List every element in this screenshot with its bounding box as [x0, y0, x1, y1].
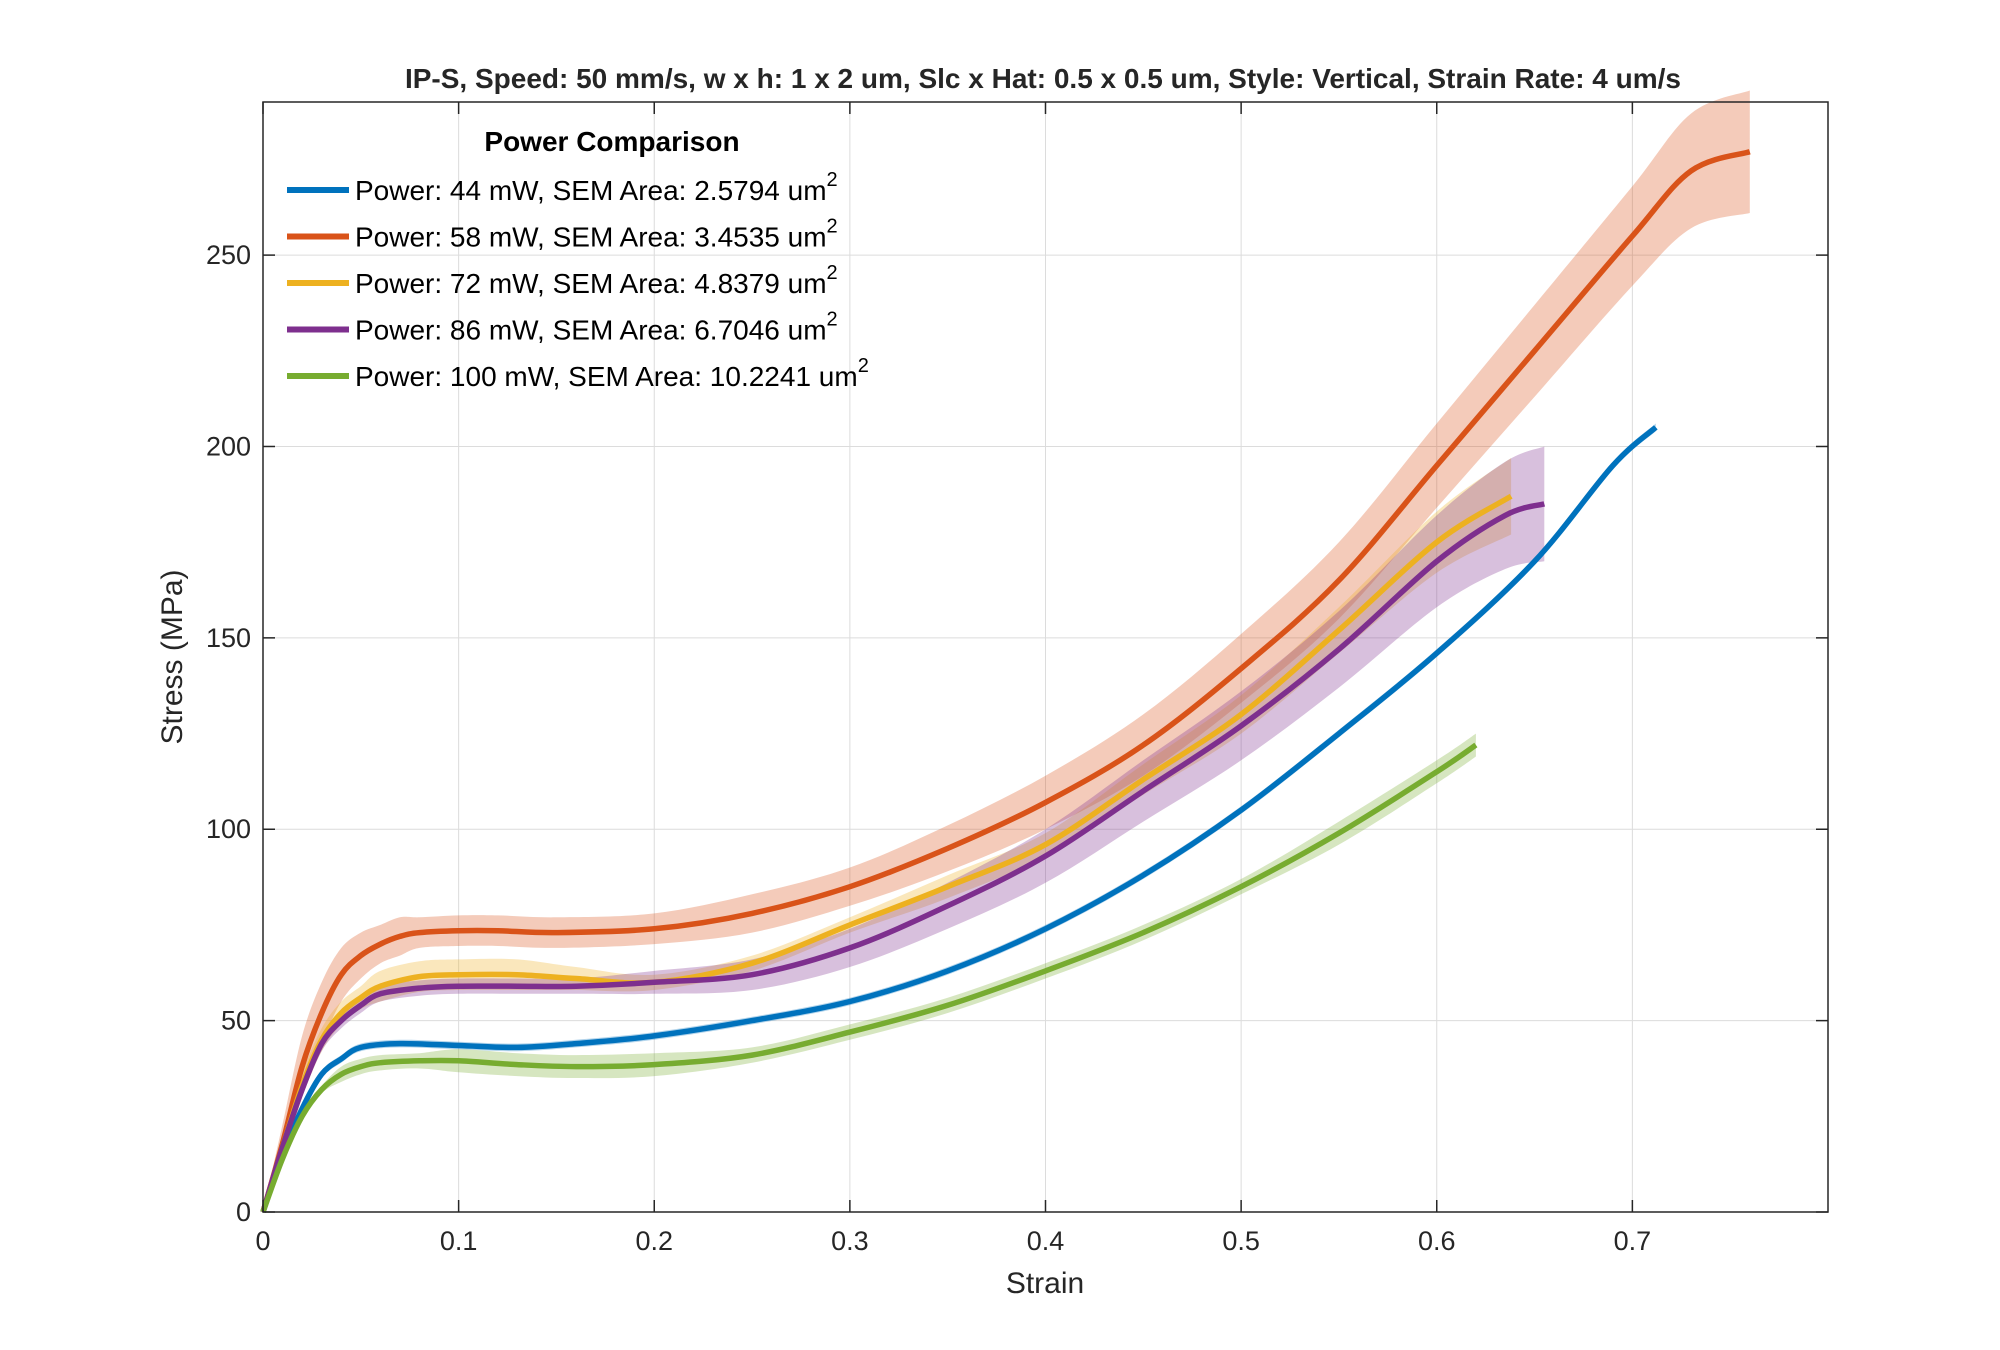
- x-tick-label: 0.1: [440, 1226, 478, 1256]
- legend: Power Comparison Power: 44 mW, SEM Area:…: [287, 126, 869, 392]
- y-tick-label: 200: [206, 431, 251, 461]
- x-tick-label: 0.7: [1614, 1226, 1652, 1256]
- y-tick-label: 50: [221, 1006, 251, 1036]
- series-line-1: [260, 425, 1658, 1213]
- x-tick-label: 0.6: [1418, 1226, 1456, 1256]
- legend-entry-5: Power: 100 mW, SEM Area: 10.2241 um2: [355, 355, 869, 392]
- y-axis-label: Stress (MPa): [156, 569, 189, 744]
- x-tick-label: 0.2: [635, 1226, 673, 1256]
- series-lines: [260, 149, 1751, 1213]
- series-line-2: [260, 149, 1751, 1213]
- series-line-4: [260, 501, 1546, 1213]
- y-tick-label: 0: [236, 1197, 251, 1227]
- y-tick-label: 250: [206, 240, 251, 270]
- grid-lines: [263, 102, 1828, 1212]
- x-tick-label: 0.4: [1027, 1226, 1065, 1256]
- y-tick-label: 100: [206, 814, 251, 844]
- confidence-bands: [263, 90, 1750, 1212]
- x-tick-label: 0: [255, 1226, 270, 1256]
- x-tick-label: 0.5: [1222, 1226, 1260, 1256]
- series-line-5: [260, 742, 1478, 1213]
- legend-entry-2: Power: 58 mW, SEM Area: 3.4535 um2: [355, 216, 838, 253]
- legend-entry-1: Power: 44 mW, SEM Area: 2.5794 um2: [355, 169, 838, 206]
- axis-ticks: 0 0.1 0.2 0.3 0.4 0.5 0.6 0.7 0 50 100 150 200 250: [206, 102, 1828, 1256]
- y-tick-label: 150: [206, 623, 251, 653]
- x-axis-label: Strain: [1006, 1267, 1084, 1300]
- legend-entry-3: Power: 72 mW, SEM Area: 4.8379 um2: [355, 262, 838, 299]
- x-tick-label: 0.3: [831, 1226, 869, 1256]
- legend-title: Power Comparison: [484, 126, 739, 157]
- legend-entry-4: Power: 86 mW, SEM Area: 6.7046 um2: [355, 309, 838, 346]
- chart-title: IP-S, Speed: 50 mm/s, w x h: 1 x 2 um, S…: [405, 63, 1681, 94]
